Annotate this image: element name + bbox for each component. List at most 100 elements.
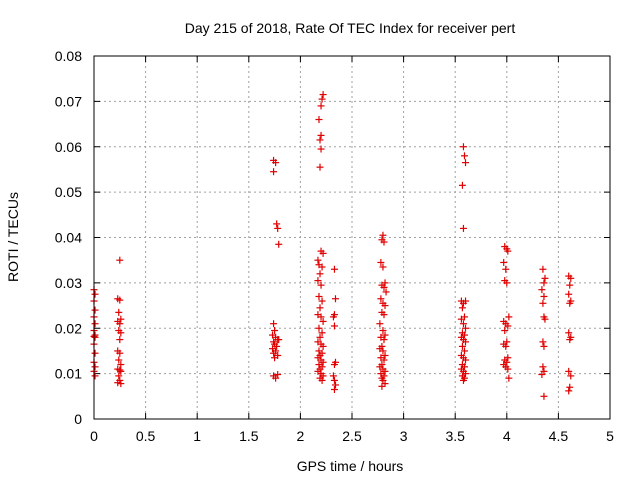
data-point [270,168,278,176]
data-point [274,371,282,379]
x-tick-label: 4 [503,428,511,444]
data-point [462,297,470,305]
data-point [91,320,99,328]
data-point [117,367,125,375]
data-point [462,324,470,332]
data-point [459,320,467,328]
data-point [115,372,123,380]
data-point [459,376,467,384]
data-point [502,342,510,350]
data-point [379,347,387,355]
x-tick-label: 5 [606,428,614,444]
data-point [539,265,547,273]
data-point [457,315,465,323]
data-point [275,336,283,344]
data-point [458,342,466,350]
data-point [91,306,99,314]
y-tick-label: 0.05 [55,184,82,200]
y-tick-label: 0.07 [55,93,82,109]
data-point [382,288,390,296]
x-tick-label: 2 [297,428,305,444]
data-point [458,181,466,189]
data-point [319,91,327,99]
data-point [331,295,339,303]
y-tick-labels: 0 0.01 0.02 0.03 0.04 0.05 0.06 0.07 0.08 [55,48,82,427]
grid-lines [94,56,610,419]
data-point [91,333,99,341]
data-point [378,382,386,390]
y-tick-label: 0.06 [55,139,82,155]
data-point [318,329,326,337]
x-axis-label: GPS time / hours [297,458,404,474]
data-point [381,351,389,359]
data-point [567,372,575,380]
data-point [380,356,388,364]
data-point [541,315,549,323]
data-point [317,131,325,139]
data-point [330,322,338,330]
y-tick-label: 0.01 [55,366,82,382]
x-tick-labels: 0 0.5 1 1.5 2 2.5 3 3.5 4 4.5 5 [90,428,614,444]
data-point [539,363,547,371]
data-point [314,277,322,285]
data-point [459,224,467,232]
data-point [316,304,324,312]
x-tick-label: 1 [193,428,201,444]
data-point [379,327,387,335]
data-point [538,371,546,379]
data-point [460,347,468,355]
chart-title: Day 215 of 2018, Rate Of TEC Index for r… [185,20,516,36]
data-point [539,338,547,346]
data-point [317,102,325,110]
data-point [538,286,546,294]
data-point [505,374,513,382]
data-point [91,290,99,298]
data-point [330,361,338,369]
data-point [567,274,575,282]
data-point [380,238,388,246]
data-point [315,324,323,332]
data-point [275,240,283,248]
data-point [319,249,327,257]
data-point [271,354,279,362]
data-point [539,299,547,307]
y-tick-label: 0 [74,411,82,427]
data-point [504,322,512,330]
data-point [116,366,124,374]
data-point [315,292,323,300]
data-point [273,342,281,350]
y-tick-label: 0.04 [55,230,82,246]
data-point [270,349,278,357]
data-point [330,265,338,273]
data-point [115,308,123,316]
data-point [272,374,280,382]
x-tick-label: 3 [400,428,408,444]
data-point [380,311,388,319]
data-point [115,356,123,364]
data-point [329,372,337,380]
data-point [459,143,467,151]
data-point [314,256,322,264]
data-point [91,363,99,371]
data-point [91,349,99,357]
data-point [379,263,387,271]
data-point [317,313,325,321]
data-point [566,336,574,344]
x-tick-label: 2.5 [342,428,362,444]
data-point [381,302,389,310]
data-point [117,361,125,369]
data-point [114,379,122,387]
data-point [274,224,282,232]
data-point [505,313,513,321]
x-tick-label: 0.5 [136,428,156,444]
data-point [117,380,125,388]
data-point [317,281,325,289]
y-tick-label: 0.08 [55,48,82,64]
data-point [566,299,574,307]
y-tick-label: 0.03 [55,275,82,291]
data-point [330,386,338,394]
data-point [460,152,468,160]
data-point [540,279,548,287]
data-point [318,263,326,271]
